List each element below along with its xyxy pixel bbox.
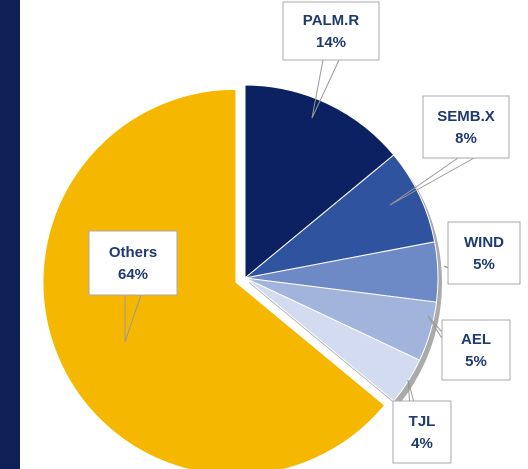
slice-value-label: 8% — [455, 130, 477, 147]
slice — [42, 88, 386, 469]
slice-value-label: 5% — [465, 353, 487, 370]
callout-pointer — [389, 157, 459, 206]
callout-box — [422, 95, 510, 159]
callout-pointer — [124, 294, 142, 343]
callout-box — [441, 319, 511, 381]
slice — [244, 154, 436, 279]
callout-box — [392, 400, 452, 464]
side-bar — [0, 0, 20, 469]
callout-box — [447, 221, 521, 285]
slice-value-label: 4% — [411, 435, 433, 452]
slice-label: PALM.R — [303, 12, 360, 29]
slice-label: SEMB.X — [437, 108, 495, 125]
slice-label: AEL — [461, 331, 491, 348]
slice-label: Others — [109, 244, 157, 261]
callout-box — [282, 1, 380, 61]
slice-value-label: 64% — [118, 266, 148, 283]
slice-label: WIND — [464, 234, 504, 251]
slice-value-label: 14% — [316, 34, 346, 51]
callout-pointer — [389, 157, 475, 206]
callout-pointer — [311, 59, 340, 119]
slice-value-label: 5% — [473, 256, 495, 273]
callout-pointer — [311, 59, 324, 119]
slice-label: TJL — [409, 413, 436, 430]
callout-box — [88, 230, 178, 296]
slice — [244, 84, 395, 280]
